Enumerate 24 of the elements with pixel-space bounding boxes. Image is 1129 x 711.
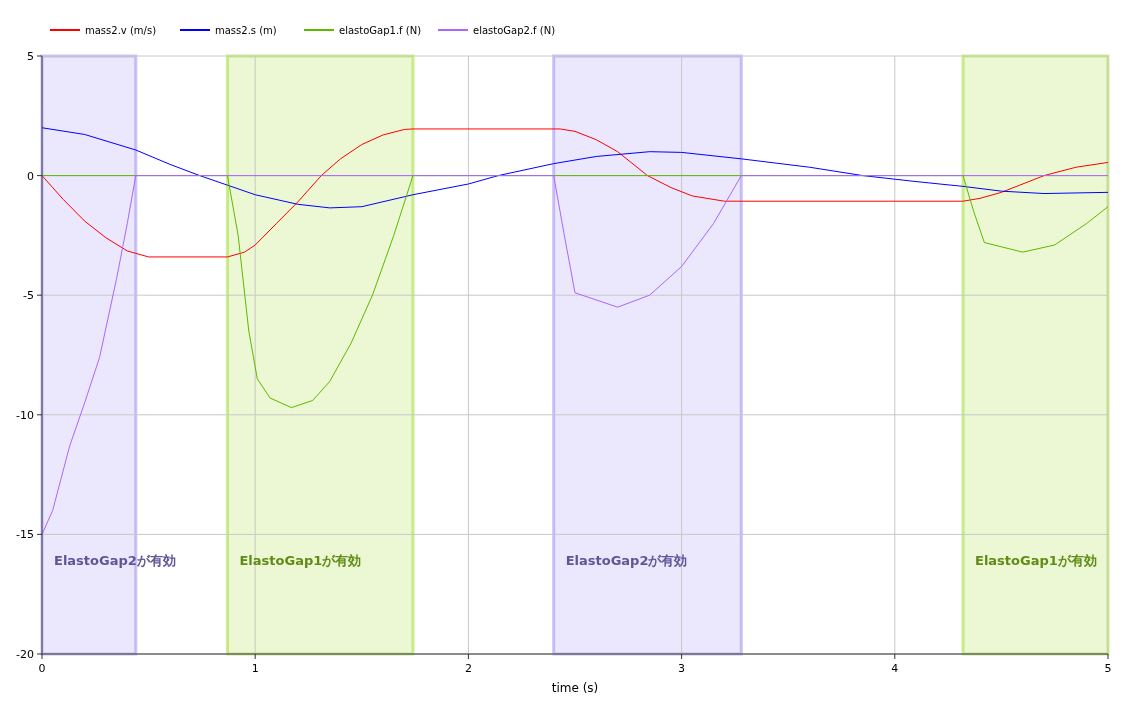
legend-label: mass2.v (m/s) <box>85 25 157 36</box>
y-tick-label: 0 <box>27 169 34 183</box>
legend-label: elastoGap1.f (N) <box>339 25 422 36</box>
y-tick-label: -10 <box>16 408 34 422</box>
x-tick-label: 4 <box>891 662 899 675</box>
legend-label: elastoGap2.f (N) <box>473 25 556 36</box>
x-tick-label: 2 <box>464 662 472 675</box>
band-label: ElastoGap2が有効 <box>54 553 176 569</box>
x-tick-label: 1 <box>251 662 259 675</box>
line-series <box>41 128 1109 258</box>
y-tick-label: -5 <box>23 289 34 303</box>
band-label: ElastoGap1が有効 <box>975 553 1097 569</box>
band-label: ElastoGap2が有効 <box>565 553 688 569</box>
y-tick-label: 5 <box>27 50 34 63</box>
x-tick-label: 5 <box>1104 662 1112 675</box>
x-axis-title: time (s) <box>551 681 599 695</box>
y-tick-label: -20 <box>16 648 34 661</box>
legend-label: mass2.s (m) <box>215 25 277 36</box>
line-series <box>41 175 1109 535</box>
y-tick-label: -15 <box>16 528 34 542</box>
x-tick-label: 0 <box>38 662 46 675</box>
x-tick-label: 3 <box>678 662 686 675</box>
band-label: ElastoGap1が有効 <box>239 553 362 569</box>
line-series <box>41 127 1109 209</box>
